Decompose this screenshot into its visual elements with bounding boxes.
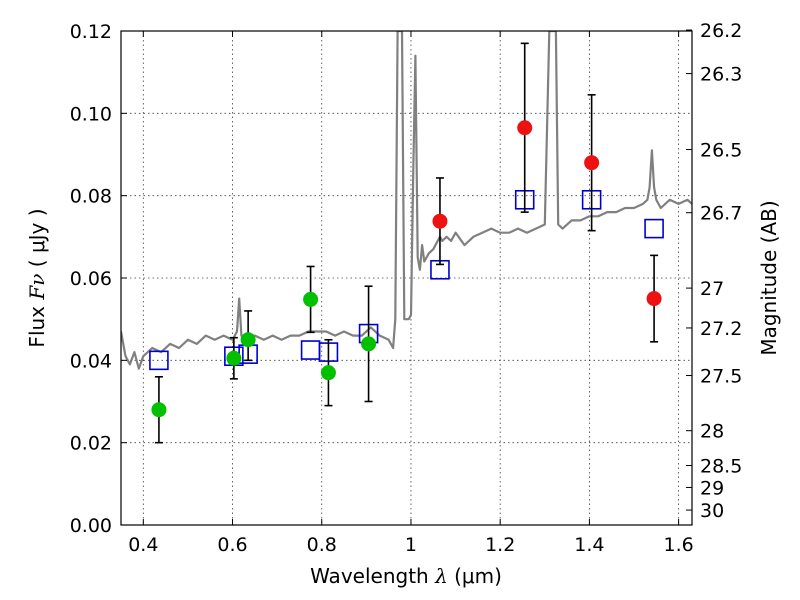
mag-tick-label: 29: [700, 477, 724, 499]
y-tick-label: 0.12: [70, 21, 112, 43]
axis-ticks: [121, 29, 692, 526]
mag-tick-label: 28: [700, 421, 724, 443]
x-tick-label: 1: [405, 534, 417, 556]
observed-optical-point: [151, 402, 167, 418]
mag-tick-label: 27: [700, 278, 724, 300]
model-photometry-square: [644, 218, 664, 239]
y-axis-symbol: Fν: [25, 274, 49, 301]
mag-tick-label: 26.5: [700, 140, 742, 162]
x-tick-label: 1.4: [574, 534, 604, 556]
observed-points-layer: [151, 120, 662, 418]
observed-optical-point: [361, 336, 377, 352]
grid-lines: [121, 31, 692, 525]
x-tick-label: 1.6: [664, 534, 694, 556]
model-photometry-square: [149, 350, 169, 371]
tick-labels: 0.4 0.6 0.8 1 1.2 1.4 1.6 0.00 0.02 0.04 0.06 0.08 0…: [70, 20, 743, 556]
observed-nir-point: [584, 155, 600, 171]
x-axis-label: Wavelength λ (μm): [310, 564, 502, 588]
y-tick-label: 0.02: [70, 433, 112, 455]
y-tick-label: 0.06: [70, 268, 112, 290]
mag-tick-label: 26.2: [700, 20, 742, 42]
y-tick-label: 0.00: [70, 515, 112, 537]
observed-nir-point: [646, 291, 662, 307]
y-axis-label: Flux Fν ( μJy ): [25, 208, 49, 347]
observed-nir-point: [432, 213, 448, 229]
y-tick-label: 0.08: [70, 186, 112, 208]
observed-nir-point: [517, 120, 533, 136]
mag-tick-label: 26.3: [700, 64, 742, 86]
mag-tick-label: 30: [700, 500, 724, 522]
observed-optical-point: [226, 350, 242, 366]
x-tick-label: 1.2: [485, 534, 515, 556]
mag-tick-label: 27.2: [700, 318, 742, 340]
observed-optical-point: [320, 365, 336, 381]
observed-optical-point: [240, 332, 256, 348]
x-axis-symbol: λ: [434, 564, 448, 588]
x-tick-label: 0.4: [128, 534, 158, 556]
mag-tick-label: 28.5: [700, 455, 742, 477]
observed-optical-point: [303, 291, 319, 307]
x-tick-label: 0.8: [307, 534, 337, 556]
y-tick-label: 0.04: [70, 350, 112, 372]
y-axis-right-label: Magnitude (AB): [757, 200, 781, 355]
mag-tick-label: 26.7: [700, 203, 742, 225]
x-tick-label: 0.6: [217, 534, 247, 556]
mag-tick-label: 27.5: [700, 366, 742, 388]
y-tick-label: 0.10: [70, 103, 112, 125]
